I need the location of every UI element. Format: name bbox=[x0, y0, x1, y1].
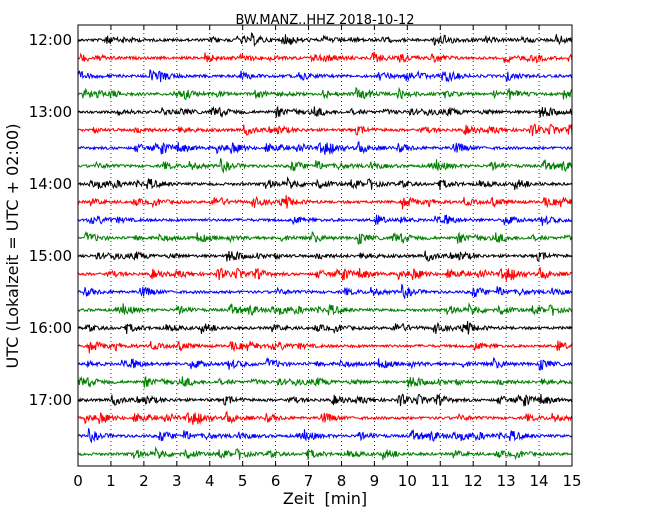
seismic-trace-1615 bbox=[77, 340, 573, 354]
x-axis-label: Zeit [min] bbox=[283, 489, 367, 508]
seismic-trace-1230 bbox=[77, 69, 573, 83]
seismic-trace-1345 bbox=[77, 158, 573, 174]
seismic-trace-1630 bbox=[77, 356, 573, 371]
seismic-trace-1715 bbox=[77, 410, 573, 425]
seismic-trace-1200 bbox=[77, 32, 573, 48]
y-tick-label: 14:00 bbox=[29, 175, 72, 193]
seismic-trace-1545 bbox=[77, 302, 573, 316]
x-axis: 0 1 2 3 4 5 6 7 8 9 10 11 12 13 14 15 bbox=[73, 25, 582, 490]
chart-title: BW.MANZ..HHZ 2018-10-12 bbox=[235, 13, 414, 28]
seismic-trace-1415 bbox=[77, 195, 573, 210]
seismic-trace-1600 bbox=[77, 320, 573, 335]
seismic-trace-1745 bbox=[77, 446, 573, 461]
trace-group bbox=[77, 32, 573, 461]
x-tick-label: 11 bbox=[431, 472, 450, 490]
x-tick-label: 1 bbox=[106, 472, 116, 490]
seismic-trace-1730 bbox=[77, 428, 573, 444]
x-tick-label: 0 bbox=[73, 472, 83, 490]
y-axis-label: UTC (Lokalzeit = UTC + 02:00) bbox=[3, 124, 22, 369]
plot-frame bbox=[77, 24, 573, 467]
x-tick-label: 9 bbox=[370, 472, 380, 490]
seismic-trace-1645 bbox=[77, 375, 573, 388]
x-tick-label: 4 bbox=[205, 472, 215, 490]
x-tick-label: 6 bbox=[271, 472, 281, 490]
seismic-trace-1445 bbox=[77, 230, 573, 245]
seismic-trace-1515 bbox=[77, 266, 573, 281]
grid-lines bbox=[110, 25, 540, 466]
seismic-trace-1400 bbox=[77, 176, 573, 190]
seismic-trace-1700 bbox=[77, 393, 573, 407]
x-tick-label: 15 bbox=[562, 472, 581, 490]
x-tick-label: 8 bbox=[337, 472, 347, 490]
y-tick-label: 17:00 bbox=[29, 391, 72, 409]
y-tick-label: 16:00 bbox=[29, 319, 72, 337]
y-tick-label: 13:00 bbox=[29, 103, 72, 121]
x-tick-label: 12 bbox=[464, 472, 483, 490]
seismic-trace-1245 bbox=[77, 86, 573, 100]
x-tick-label: 7 bbox=[304, 472, 314, 490]
y-axis: 12:00 13:00 14:00 15:00 16:00 17:00 bbox=[29, 31, 572, 409]
y-tick-label: 15:00 bbox=[29, 247, 72, 265]
seismic-trace-1430 bbox=[77, 214, 573, 226]
x-tick-label: 5 bbox=[238, 472, 248, 490]
seismic-trace-1300 bbox=[77, 105, 573, 118]
seismic-trace-1215 bbox=[77, 51, 573, 64]
x-tick-label: 13 bbox=[497, 472, 516, 490]
x-tick-label: 14 bbox=[530, 472, 549, 490]
seismic-trace-1330 bbox=[77, 140, 573, 155]
seismic-trace-1500 bbox=[77, 250, 573, 262]
seismic-trace-1315 bbox=[77, 123, 573, 137]
seismic-trace-1530 bbox=[77, 284, 573, 300]
x-tick-label: 3 bbox=[172, 472, 182, 490]
y-tick-label: 12:00 bbox=[29, 31, 72, 49]
x-tick-label: 2 bbox=[139, 472, 149, 490]
x-tick-label: 10 bbox=[398, 472, 417, 490]
